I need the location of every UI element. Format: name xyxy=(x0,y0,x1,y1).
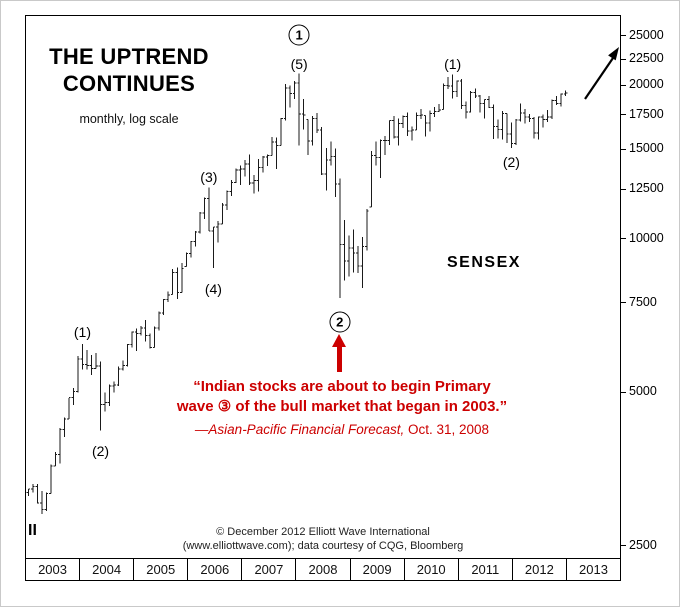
quote-arrow-stem xyxy=(336,346,342,372)
x-axis-year: 2003 xyxy=(26,559,81,580)
y-axis-label: 2500 xyxy=(629,537,657,552)
copyright-line1: © December 2012 Elliott Wave Internation… xyxy=(216,526,430,538)
y-axis-label: 20000 xyxy=(629,77,664,92)
x-axis-year: 2004 xyxy=(80,559,135,580)
y-axis-label: 12500 xyxy=(629,181,664,196)
y-axis-tick xyxy=(621,148,626,150)
y-axis-tick xyxy=(621,114,626,116)
x-axis-year: 2008 xyxy=(296,559,351,580)
series-label: SENSEX xyxy=(447,254,521,271)
copyright-line2: (www.elliottwave.com); data courtesy of … xyxy=(182,540,464,552)
quote-attribution-source: —Asian-Pacific Financial Forecast, xyxy=(194,422,405,437)
x-axis-year: 2013 xyxy=(579,562,608,577)
quote-arrow-head xyxy=(332,334,346,347)
x-axis-year: 2009 xyxy=(351,559,405,580)
y-axis-label: 17500 xyxy=(629,106,664,121)
x-axis-year: 2006 xyxy=(188,559,243,580)
quote-arrow xyxy=(332,334,346,372)
y-axis-tick xyxy=(621,35,626,37)
copyright-block: © December 2012 Elliott Wave Internation… xyxy=(25,525,621,553)
y-axis-tick xyxy=(621,238,626,240)
y-axis-tick xyxy=(621,188,626,190)
chart-title-line2: CONTINUES xyxy=(62,71,196,96)
y-axis-label: 10000 xyxy=(629,230,664,245)
quote-line2: wave ③ of the bull market that began in … xyxy=(176,398,508,415)
x-axis-year: 2005 xyxy=(134,559,189,580)
y-axis-label: 25000 xyxy=(629,27,664,42)
price-bars-svg xyxy=(26,47,619,515)
y-axis-tick xyxy=(621,391,626,393)
y-axis-label: 15000 xyxy=(629,141,664,156)
y-axis-label: 22500 xyxy=(629,51,664,66)
y-axis-tick xyxy=(621,58,626,60)
quote-attribution: —Asian-Pacific Financial Forecast, Oct. … xyxy=(127,422,557,437)
chart-title-line1: THE UPTREND xyxy=(49,44,209,69)
chart-subtitle: monthly, log scale xyxy=(79,112,179,126)
y-axis-label: 5000 xyxy=(629,384,657,399)
quote-attribution-date: Oct. 31, 2008 xyxy=(404,422,490,437)
y-axis-tick xyxy=(621,302,626,304)
y-axis-tick xyxy=(621,84,626,86)
forecast-quote: “Indian stocks are about to begin Primar… xyxy=(127,377,557,437)
x-axis-year: 2007 xyxy=(242,559,297,580)
y-axis-label: 7500 xyxy=(629,294,657,309)
wave-degree-marker: II xyxy=(28,522,37,539)
x-axis-year: 2012 xyxy=(513,559,567,580)
chart-title-block: THE UPTREND CONTINUES monthly, log scale xyxy=(27,43,231,126)
quote-line1: “Indian stocks are about to begin Primar… xyxy=(193,378,491,395)
y-axis-tick xyxy=(621,545,626,547)
price-bars-path xyxy=(26,73,568,515)
uptrend-arrow xyxy=(584,47,619,100)
x-axis: 2003 2004 2005 2006 2007 2008 2009 2010 2011 2012… xyxy=(25,559,621,581)
x-axis-year: 2010 xyxy=(405,559,459,580)
x-axis-year: 2011 xyxy=(459,559,513,580)
